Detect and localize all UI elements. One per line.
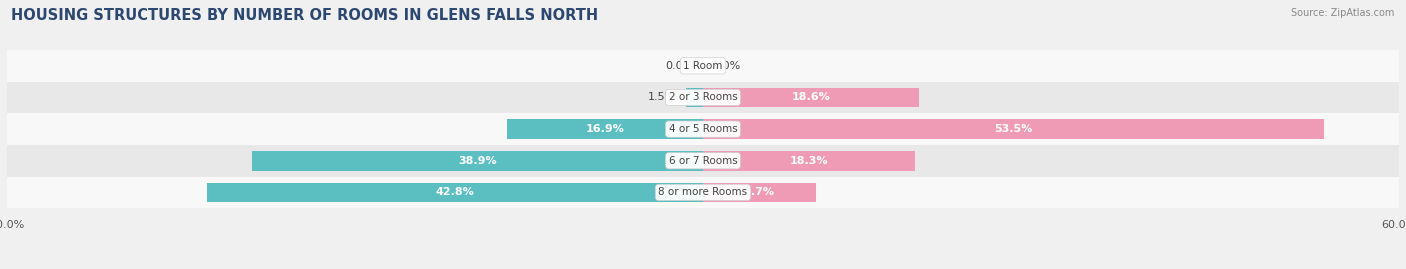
- Text: 38.9%: 38.9%: [458, 156, 496, 166]
- Text: 18.6%: 18.6%: [792, 93, 831, 102]
- Text: 18.3%: 18.3%: [790, 156, 828, 166]
- Text: 9.7%: 9.7%: [744, 187, 775, 197]
- Text: 8 or more Rooms: 8 or more Rooms: [658, 187, 748, 197]
- Text: HOUSING STRUCTURES BY NUMBER OF ROOMS IN GLENS FALLS NORTH: HOUSING STRUCTURES BY NUMBER OF ROOMS IN…: [11, 8, 599, 23]
- Bar: [703, 119, 1323, 139]
- Text: Source: ZipAtlas.com: Source: ZipAtlas.com: [1291, 8, 1395, 18]
- Bar: [508, 119, 703, 139]
- Bar: [7, 50, 1399, 82]
- Bar: [7, 176, 1399, 208]
- Legend: Owner-occupied, Renter-occupied: Owner-occupied, Renter-occupied: [572, 266, 834, 269]
- Text: 1 Room: 1 Room: [683, 61, 723, 71]
- Bar: [207, 183, 703, 202]
- Bar: [703, 88, 918, 107]
- Text: 1.5%: 1.5%: [648, 93, 676, 102]
- Text: 6 or 7 Rooms: 6 or 7 Rooms: [669, 156, 737, 166]
- Text: 0.0%: 0.0%: [665, 61, 693, 71]
- Text: 0.0%: 0.0%: [713, 61, 741, 71]
- Bar: [703, 151, 915, 171]
- Text: 42.8%: 42.8%: [436, 187, 474, 197]
- Bar: [252, 151, 703, 171]
- Text: 4 or 5 Rooms: 4 or 5 Rooms: [669, 124, 737, 134]
- Bar: [7, 145, 1399, 176]
- Bar: [7, 113, 1399, 145]
- Text: 2 or 3 Rooms: 2 or 3 Rooms: [669, 93, 737, 102]
- Bar: [7, 82, 1399, 113]
- Bar: [686, 88, 703, 107]
- Text: 16.9%: 16.9%: [585, 124, 624, 134]
- Text: 53.5%: 53.5%: [994, 124, 1032, 134]
- Bar: [703, 183, 815, 202]
